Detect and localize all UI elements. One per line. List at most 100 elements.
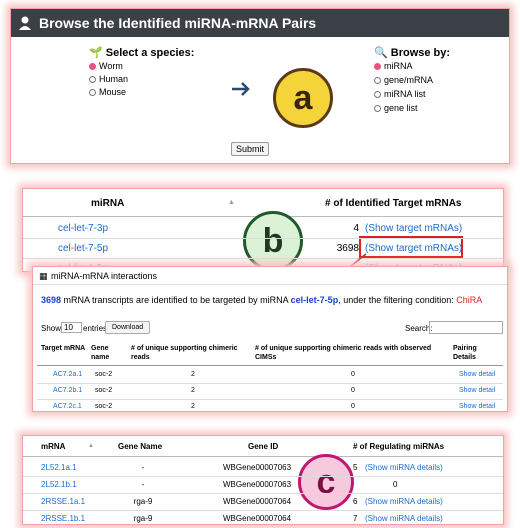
row-rule xyxy=(23,258,503,259)
species-label-text: Select a species: xyxy=(105,47,195,59)
column-header: # of unique supporting chimeric reads wi… xyxy=(255,345,432,361)
show-detail[interactable]: Show detail xyxy=(459,387,496,394)
table-icon: ▦ xyxy=(39,271,48,281)
column-header: Gene ID xyxy=(248,442,279,451)
radio xyxy=(89,89,96,96)
chimeric-reads: 2 xyxy=(191,371,195,378)
sort-icon: ▲ xyxy=(88,443,94,449)
row-rule xyxy=(23,238,503,239)
species-option: Human xyxy=(99,74,129,84)
radio xyxy=(89,76,96,83)
mirna-count: 6 xyxy=(353,497,358,506)
species-option: Worm xyxy=(99,61,123,71)
radio xyxy=(374,105,381,112)
badge: b xyxy=(243,211,303,271)
mirna-count: 0 xyxy=(393,480,398,489)
column-header: Gene name xyxy=(91,345,110,361)
gene-name: soc-2 xyxy=(95,403,113,410)
target-mrna[interactable]: AC7.2a.1 xyxy=(53,371,83,378)
show-detail[interactable]: Show detail xyxy=(459,403,496,410)
summary-part: , under the filtering condition: xyxy=(338,295,454,305)
radio xyxy=(374,63,381,70)
chimeric-reads: 2 xyxy=(191,387,195,394)
gene-name: rga-9 xyxy=(133,497,153,506)
mirna-count: 7 xyxy=(353,514,358,523)
mrna-link[interactable]: 2L52.1a.1 xyxy=(41,463,77,472)
show-link[interactable]: (Show miRNA details) xyxy=(365,497,443,506)
radio xyxy=(89,63,96,70)
submit-button[interactable]: Submit xyxy=(231,142,270,156)
panel-a: Browse the Identified miRNA-mRNA Pairs 🌱… xyxy=(10,8,510,164)
summary: 3698 mRNA transcripts are identified to … xyxy=(41,295,482,305)
target-mrna[interactable]: AC7.2c.1 xyxy=(53,403,82,410)
show-link[interactable]: (Show miRNA details) xyxy=(365,463,443,472)
browse-label-text: Browse by: xyxy=(390,47,451,59)
entries-select: 10 xyxy=(61,322,82,333)
species-option: Mouse xyxy=(99,87,127,97)
column-header: mRNA xyxy=(41,442,66,451)
title-rule xyxy=(33,284,507,285)
download-button: Download xyxy=(105,321,151,334)
browse-option: gene/mRNA xyxy=(384,75,434,85)
mrna-link[interactable]: 2RSSE.1a.1 xyxy=(41,497,86,506)
summary-part: cel-let-7-5p xyxy=(290,295,339,305)
sort-icon: ▲ xyxy=(228,199,235,206)
entries-label: entries xyxy=(83,324,108,333)
mirna-link[interactable]: cel-let-7-3p xyxy=(58,223,109,234)
browse-option: miRNA xyxy=(384,61,413,71)
header-rule xyxy=(37,365,503,366)
chimeric-reads: 2 xyxy=(191,403,195,410)
mrna-link[interactable]: 2RSSE.1b.1 xyxy=(41,514,86,523)
cims-reads: 0 xyxy=(351,403,355,410)
target-count: 4 xyxy=(353,223,359,234)
highlight-box xyxy=(359,236,463,258)
arrow xyxy=(232,82,250,96)
cims-reads: 0 xyxy=(351,387,355,394)
gene-id: WBGene00007063 xyxy=(223,480,292,489)
gene-id: WBGene00007064 xyxy=(223,497,292,506)
gene-name: - xyxy=(141,463,145,472)
radio xyxy=(374,77,381,84)
header-rule xyxy=(23,456,503,457)
column-header: Target mRNA xyxy=(41,345,86,352)
mirna-link[interactable]: cel-let-7-5p xyxy=(58,243,109,254)
target-mrna[interactable]: AC7.2b.1 xyxy=(53,387,83,394)
show-detail[interactable]: Show detail xyxy=(459,371,496,378)
title: Browse the Identified miRNA-mRNA Pairs xyxy=(39,15,317,31)
column-header: # of Identified Target mRNAs xyxy=(325,198,462,209)
search-box xyxy=(429,321,503,334)
mrna-link[interactable]: 2L52.1b.1 xyxy=(41,480,77,489)
cims-reads: 0 xyxy=(351,371,355,378)
panel-c: c mRNA Gene Name Gene ID # of Regulating mi… xyxy=(22,435,504,525)
row-rule xyxy=(37,399,503,400)
column-header: Gene Name xyxy=(118,442,163,451)
show-label: Show xyxy=(41,324,62,333)
column-header: miRNA xyxy=(91,198,125,209)
browse-option: miRNA list xyxy=(384,89,426,99)
row-rule xyxy=(23,510,503,511)
badge: c xyxy=(298,454,354,510)
row-rule xyxy=(23,476,503,477)
gene-name: rga-9 xyxy=(133,514,153,523)
popup: ▦ miRNA-mRNA interactions 3698 mRNA transc… xyxy=(32,266,508,412)
show-link[interactable]: (Show miRNA details) xyxy=(365,514,443,523)
show-link[interactable]: (Show target mRNAs) xyxy=(365,223,463,234)
gene-id: WBGene00007063 xyxy=(223,463,292,472)
popup-title: miRNA-mRNA interactions xyxy=(51,271,158,281)
search-label: Search: xyxy=(405,324,433,333)
summary-part: 3698 xyxy=(41,295,62,305)
gene-id: WBGene00007064 xyxy=(223,514,292,523)
row-rule xyxy=(23,493,503,494)
column-header: Pairing Details xyxy=(453,345,477,361)
gene-name: - xyxy=(141,480,145,489)
user-icon xyxy=(19,16,31,30)
column-header: # of Regulating miRNAs xyxy=(353,442,445,451)
column-header: # of unique supporting chimeric reads xyxy=(131,345,238,361)
header-bar xyxy=(11,9,509,37)
panel-b: b miRNA ▲ # of Identified Target mRNAs cel-… xyxy=(22,188,504,272)
browse-label: 🔍 Browse by: xyxy=(374,47,451,59)
show-link[interactable]: (Show target mRNAs) xyxy=(365,243,463,254)
target-count: 3698 xyxy=(336,243,359,254)
gene-name: soc-2 xyxy=(95,371,113,378)
